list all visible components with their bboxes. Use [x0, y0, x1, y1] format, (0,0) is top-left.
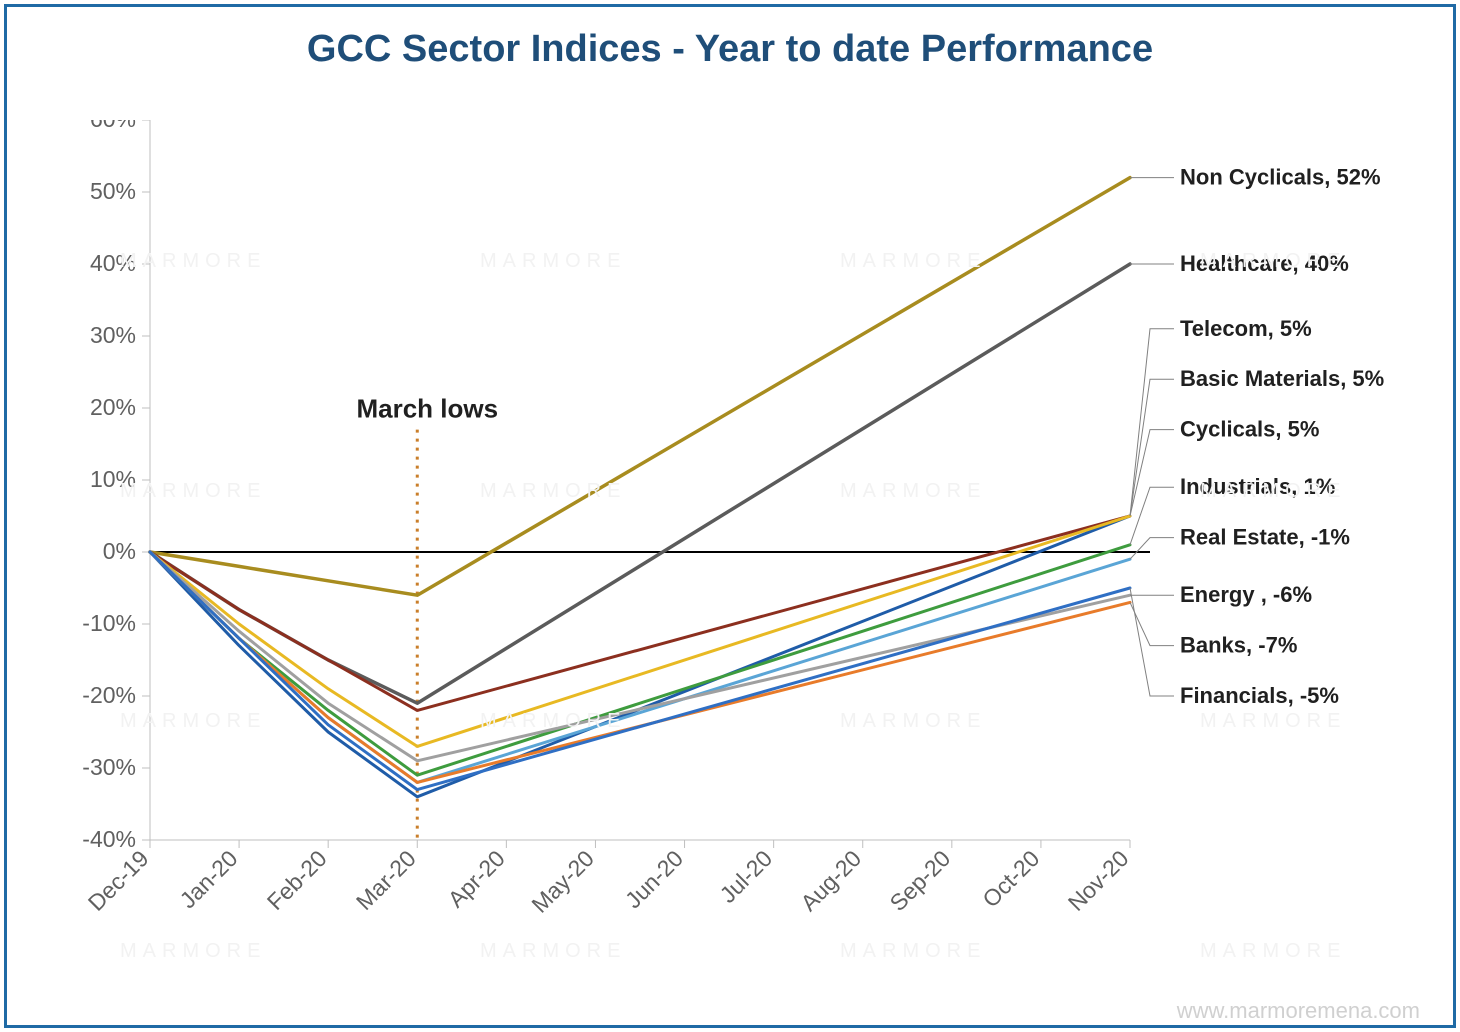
y-tick-label: 40% — [90, 250, 136, 276]
series-line — [150, 264, 1130, 703]
y-tick-label: 10% — [90, 466, 136, 492]
series-line — [150, 178, 1130, 596]
series-line — [150, 552, 1130, 761]
y-tick-label: -30% — [82, 754, 136, 780]
x-tick-label: Sep-20 — [885, 845, 956, 916]
footer-url: www.marmoremena.com — [1177, 998, 1420, 1024]
series-label: Energy , -6% — [1180, 582, 1312, 607]
label-leader — [1130, 379, 1174, 516]
y-tick-label: -10% — [82, 610, 136, 636]
series-label: Healthcare, 40% — [1180, 251, 1349, 276]
series-line — [150, 516, 1130, 797]
x-tick-label: Jan-20 — [175, 845, 243, 913]
y-tick-label: 20% — [90, 394, 136, 420]
series-label: Telecom, 5% — [1180, 316, 1312, 341]
x-tick-label: Feb-20 — [262, 845, 332, 915]
series-line — [150, 552, 1130, 790]
y-tick-label: -20% — [82, 682, 136, 708]
x-tick-label: Nov-20 — [1063, 845, 1134, 916]
chart-area: -40% -30% -20% -10% 0% 10% 20% 30% 40% 50% 60% Dec-… — [40, 120, 1410, 950]
y-tick-label: 50% — [90, 178, 136, 204]
x-tick-label: May-20 — [526, 845, 599, 918]
x-tick-label: Oct-20 — [977, 845, 1044, 912]
series-label: Basic Materials, 5% — [1180, 366, 1384, 391]
annotation-label: March lows — [356, 394, 498, 424]
series-line — [150, 545, 1130, 775]
series-label: Financials, -5% — [1180, 683, 1339, 708]
line-chart-svg: -40% -30% -20% -10% 0% 10% 20% 30% 40% 50% 60% Dec-… — [40, 120, 1410, 950]
x-tick-label: Aug-20 — [795, 845, 866, 916]
chart-title: GCC Sector Indices - Year to date Perfor… — [0, 28, 1460, 71]
series-label: Banks, -7% — [1180, 633, 1297, 658]
label-leader — [1130, 538, 1174, 560]
y-tick-label: -40% — [82, 826, 136, 852]
series-label: Non Cyclicals, 52% — [1180, 165, 1381, 190]
series-line — [150, 516, 1130, 710]
y-tick-label: 0% — [103, 538, 136, 564]
label-leader — [1130, 588, 1174, 696]
x-tick-label: Mar-20 — [351, 845, 421, 915]
series-label: Industrials, 1% — [1180, 474, 1335, 499]
series-label: Cyclicals, 5% — [1180, 417, 1319, 442]
label-leader — [1130, 487, 1174, 545]
y-tick-label: 30% — [90, 322, 136, 348]
x-tick-label: Jul-20 — [714, 845, 777, 908]
series-label: Real Estate, -1% — [1180, 525, 1350, 550]
x-tick-label: Jun-20 — [620, 845, 688, 913]
x-tick-label: Dec-19 — [83, 845, 154, 916]
y-tick-label: 60% — [90, 120, 136, 132]
x-tick-label: Apr-20 — [443, 845, 510, 912]
